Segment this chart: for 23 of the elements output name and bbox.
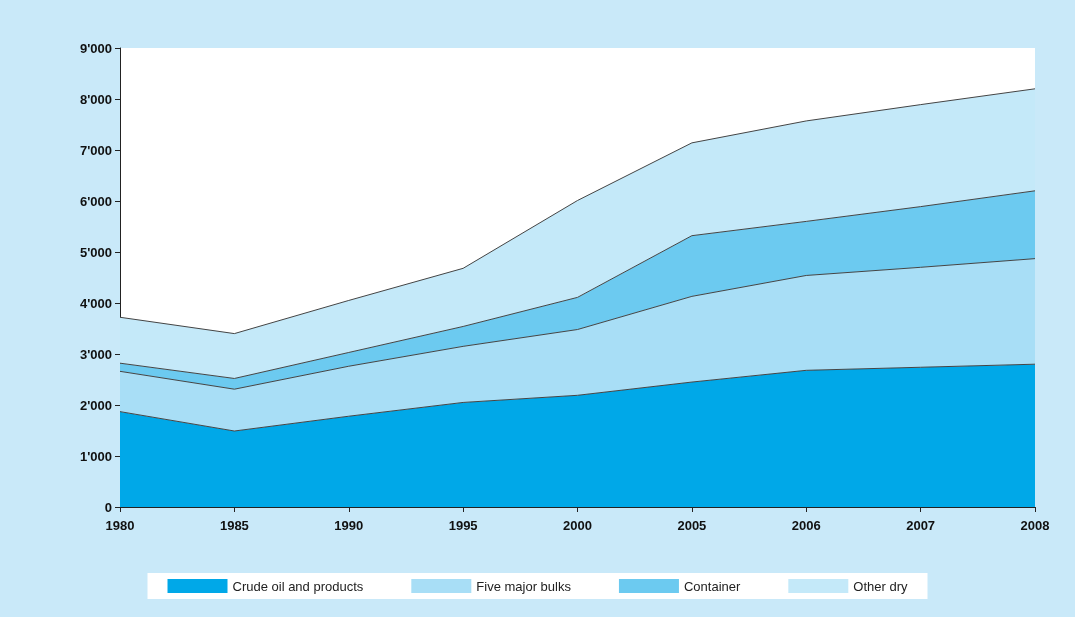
x-tick-label: 1985 xyxy=(219,518,249,533)
x-tick-label: 2006 xyxy=(791,518,821,533)
y-tick-label: 9'000 xyxy=(79,40,112,56)
x-tick-label: 1995 xyxy=(448,518,478,533)
y-tick-label: 0 xyxy=(104,499,112,515)
legend-label: Crude oil and products xyxy=(232,578,364,594)
x-tick-label: 1980 xyxy=(105,518,135,533)
y-tick-label: 4'000 xyxy=(79,295,112,311)
y-tick-label: 5'000 xyxy=(79,244,112,260)
x-tick-label: 2005 xyxy=(677,518,707,533)
x-tick-label: 1990 xyxy=(334,518,364,533)
y-tick-label: 7'000 xyxy=(79,142,112,158)
y-tick-label: 1'000 xyxy=(79,448,112,464)
y-tick-label: 8'000 xyxy=(79,91,112,107)
legend-label: Container xyxy=(683,578,741,594)
x-tick-label: 2007 xyxy=(906,518,936,533)
y-tick-label: 3'000 xyxy=(79,346,112,362)
y-tick-label: 2'000 xyxy=(79,397,112,413)
x-tick-label: 2000 xyxy=(563,518,592,533)
y-tick-label: 6'000 xyxy=(79,193,112,209)
legend-label: Five major bulks xyxy=(476,578,572,594)
legend-label: Other dry xyxy=(853,578,908,594)
x-tick-label: 2008 xyxy=(1020,518,1050,533)
